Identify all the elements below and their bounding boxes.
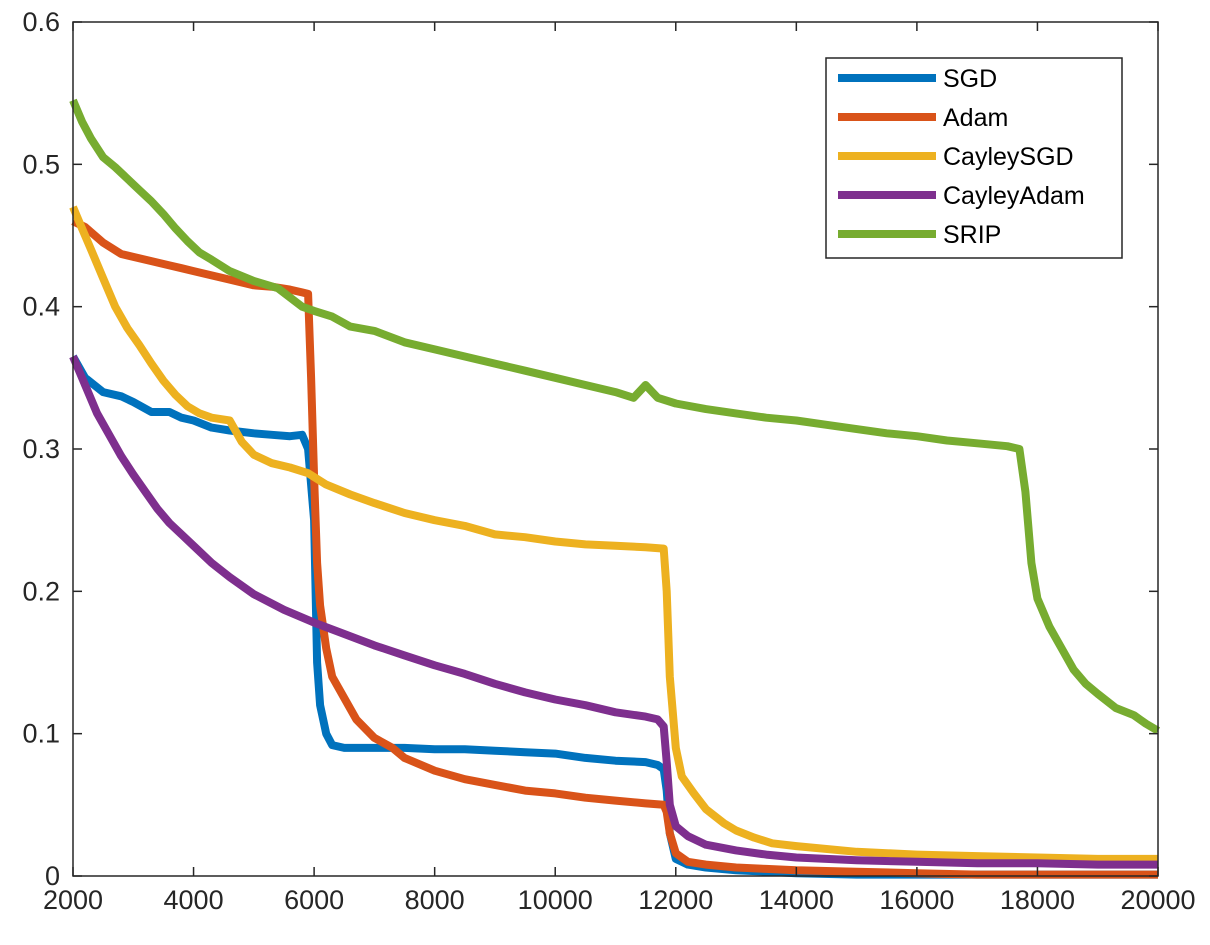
y-tick-label: 0.5 — [22, 149, 60, 179]
y-tick-label: 0.3 — [22, 434, 60, 464]
series-line-cayleysgd — [69, 205, 1158, 863]
x-tick-label: 18000 — [1000, 885, 1075, 915]
x-tick-label: 16000 — [879, 885, 954, 915]
series-layer — [69, 98, 1161, 879]
legend: SGD Adam CayleySGD CayleyAdam SRIP — [825, 57, 1123, 259]
x-tick-label: 2000 — [43, 885, 103, 915]
series-line-srip — [69, 98, 1161, 735]
series-line-cayleyadam — [69, 354, 1158, 869]
x-tick-label: 4000 — [164, 885, 224, 915]
x-tick-label: 20000 — [1120, 885, 1195, 915]
legend-label-cayleyadam: CayleyAdam — [943, 182, 1085, 210]
x-tick-label: 14000 — [759, 885, 834, 915]
x-tick-label: 12000 — [638, 885, 713, 915]
series-line-adam — [71, 217, 1158, 879]
y-tick-label: 0.4 — [22, 292, 60, 322]
legend-label-sgd: SGD — [943, 65, 997, 93]
axes-layer: 2000 4000 6000 8000 10000 12000 14000 16000 1800… — [22, 7, 1195, 915]
legend-label-cayleysgd: CayleySGD — [943, 143, 1074, 171]
legend-label-srip: SRIP — [943, 221, 1001, 249]
y-tick-label: 0.6 — [22, 7, 60, 37]
y-tick-label: 0 — [45, 861, 60, 891]
legend-label-adam: Adam — [943, 104, 1008, 132]
x-tick-label: 10000 — [518, 885, 593, 915]
y-tick-label: 0.1 — [22, 719, 60, 749]
x-tick-label: 6000 — [284, 885, 344, 915]
x-tick-label: 8000 — [405, 885, 465, 915]
y-tick-label: 0.2 — [22, 576, 60, 606]
